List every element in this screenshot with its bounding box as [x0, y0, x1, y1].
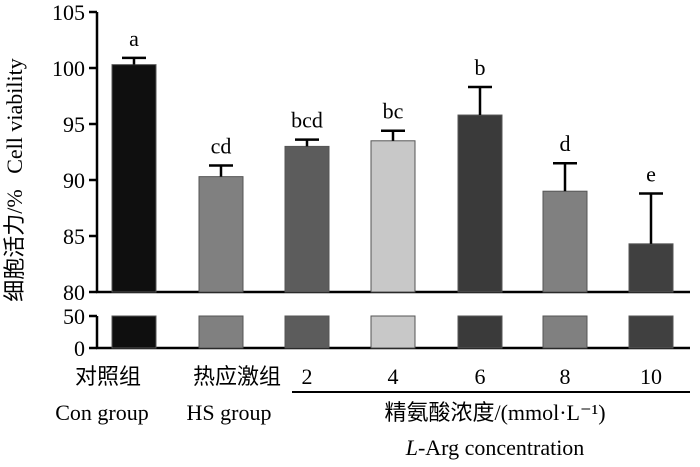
- bar-lower-arg2: [284, 315, 330, 349]
- significance-letter-arg6: b: [475, 55, 486, 80]
- bar-arg4: [370, 140, 416, 293]
- bar-arg2: [284, 145, 330, 293]
- significance-letter-arg8: d: [560, 131, 571, 156]
- upper-y-tick-label: 95: [63, 112, 85, 137]
- lower-plot-area: 050: [63, 304, 690, 361]
- x-label-con: 对照组: [75, 364, 141, 389]
- bar-lower-arg6: [457, 315, 503, 349]
- bar-arg10: [628, 243, 674, 293]
- significance-letter-arg4: bc: [383, 99, 404, 124]
- bar-con: [111, 64, 157, 293]
- significance-letter-hs: cd: [211, 133, 232, 158]
- x-label-hs: 热应激组: [193, 364, 281, 389]
- group-label-en-italic: L: [405, 435, 418, 460]
- group-label-cn: 精氨酸浓度/(mmol·L⁻¹): [384, 400, 605, 425]
- bar-arg8: [542, 190, 588, 293]
- significance-letter-arg2: bcd: [291, 108, 323, 133]
- bar-hs: [198, 176, 244, 293]
- significance-letter-con: a: [129, 26, 139, 51]
- x-label-arg4: 4: [388, 364, 399, 389]
- group-label-en-rest: -Arg concentration: [418, 435, 584, 460]
- upper-y-tick-label: 85: [63, 224, 85, 249]
- y-axis-label-en: Cell viability: [2, 58, 27, 174]
- y-axis-label: 细胞活力/% Cell viability: [2, 58, 27, 301]
- upper-y-tick-label: 90: [63, 168, 85, 193]
- bar-lower-con: [111, 315, 157, 349]
- y-axis-label-cn: 细胞活力/%: [2, 189, 27, 301]
- upper-plot-area: 80 85 90 95 100 105 a cd bcd bc b d e: [52, 0, 690, 305]
- bar-lower-arg4: [370, 315, 416, 349]
- x-label-arg10: 10: [640, 364, 662, 389]
- x-label-en-hs: HS group: [187, 400, 272, 425]
- x-label-arg2: 2: [302, 364, 313, 389]
- lower-y-tick-label: 0: [74, 336, 85, 361]
- bar-lower-hs: [198, 315, 244, 349]
- upper-y-tick-label: 100: [52, 56, 85, 81]
- group-label-en: L-Arg concentration: [405, 435, 585, 460]
- upper-y-tick-label: 80: [63, 280, 85, 305]
- lower-y-tick-label: 50: [63, 304, 85, 329]
- bar-lower-arg10: [628, 315, 674, 349]
- bar-lower-arg8: [542, 315, 588, 349]
- x-axis-labels: 对照组 Con group 热应激组 HS group 2 4 6 8 10: [55, 364, 662, 425]
- x-label-arg6: 6: [475, 364, 486, 389]
- significance-letter-arg10: e: [646, 161, 656, 186]
- bar-arg6: [457, 114, 503, 293]
- x-label-en-con: Con group: [55, 400, 149, 425]
- upper-y-tick-label: 105: [52, 0, 85, 25]
- x-label-arg8: 8: [560, 364, 571, 389]
